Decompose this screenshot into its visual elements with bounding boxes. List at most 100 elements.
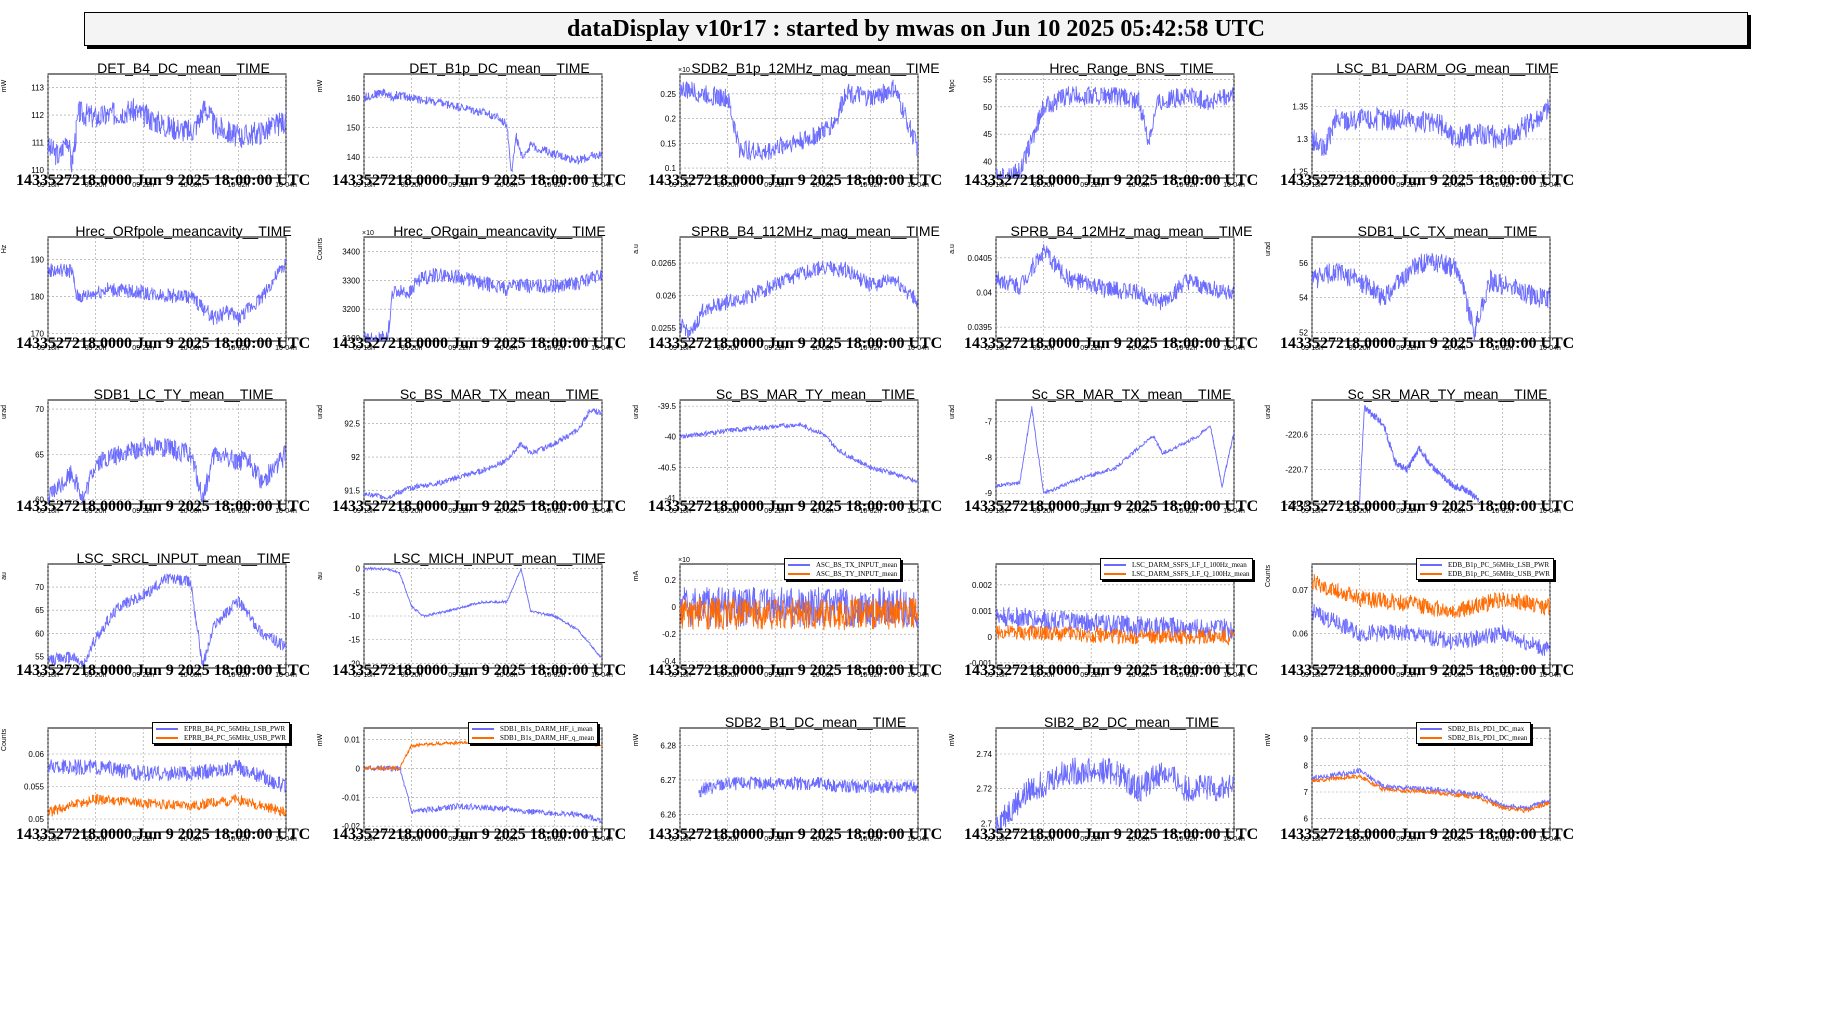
y-tick-label: 3200 <box>342 305 360 314</box>
y-tick-label: 0.01 <box>344 736 360 745</box>
x-tick-label: 09-18h <box>985 182 1007 189</box>
y-axis-label: a.u <box>633 244 640 254</box>
y-tick-label: 0.06 <box>1292 629 1308 638</box>
x-tick-label: 10-04h <box>275 836 297 843</box>
x-tick-label: 09-20h <box>1349 345 1371 352</box>
chart-title: SDB2_B1_DC_mean__TIME <box>724 714 907 730</box>
chart-panel: 09-18h 09-20h 09-22h 10-00h 10-02h 10-04h 91.5… <box>316 326 683 518</box>
chart-svg: 09-18h 09-20h 09-22h 10-00h 10-02h 10-04h 60 65… <box>1 399 297 515</box>
x-tick-label: 09-20h <box>401 345 423 352</box>
x-tick-label: 09-20h <box>717 508 739 515</box>
plot-frame <box>363 563 603 669</box>
legend-swatch <box>1420 736 1442 739</box>
plot-frame <box>995 563 1235 669</box>
x-tick-label: 10-02h <box>228 345 250 352</box>
x-tick-label: 10-04h <box>907 345 929 352</box>
page-title: dataDisplay v10r17 : started by mwas on … <box>84 12 1748 46</box>
x-tick-label: 09-20h <box>1033 508 1055 515</box>
plot-frame <box>47 399 287 505</box>
y-tick-label: 0.07 <box>1292 586 1308 595</box>
y-tick-label: 0.1 <box>665 164 677 173</box>
x-tick-label: 09-20h <box>1349 182 1371 189</box>
legend-label: SDB1_B1s_DARM_HF_q_mean <box>500 733 595 742</box>
chart-footer-timestamp: 1433527218.0000 Jun 9 2025 18:00:00 UTC <box>332 662 627 679</box>
y-tick-label: 1.35 <box>1292 103 1308 112</box>
x-tick-label: 10-02h <box>1176 508 1198 515</box>
chart-footer-timestamp: 1433527218.0000 Jun 9 2025 18:00:00 UTC <box>648 498 943 515</box>
x-tick-label: 10-04h <box>1539 672 1561 679</box>
chart-footer-timestamp: 1433527218.0000 Jun 9 2025 18:00:00 UTC <box>16 172 311 189</box>
x-tick-label: 09-20h <box>1349 508 1371 515</box>
x-tick-label: 09-20h <box>717 182 739 189</box>
chart-svg: 09-18h 09-20h 09-22h 10-00h 10-02h 10-04h 0.06… <box>1265 563 1561 679</box>
x-tick-label: 09-18h <box>1301 345 1323 352</box>
x-tick-label: 09-22h <box>1396 508 1418 515</box>
y-tick-label: 65 <box>35 606 44 615</box>
chart-panel: 09-18h 09-20h 09-22h 10-00h 10-02h 10-04h -0.4… <box>632 490 999 682</box>
x-tick-label: 10-02h <box>228 508 250 515</box>
y-tick-label: -40 <box>664 433 676 442</box>
y-tick-label: 0.0265 <box>652 259 677 268</box>
legend-entry: SDB2_B1s_PD1_DC_max <box>1420 724 1527 733</box>
series-line <box>996 86 1234 178</box>
chart-svg: 09-18h 09-20h 09-22h 10-00h 10-02h 10-04h -0.0… <box>969 563 1245 679</box>
chart-footer-timestamp: 1433527218.0000 Jun 9 2025 18:00:00 UTC <box>648 335 943 352</box>
x-tick-label: 09-20h <box>1349 672 1371 679</box>
chart-panel: 09-18h 09-20h 09-22h 10-00h 10-02h 10-04h 170 1… <box>0 163 367 355</box>
y-axis-label: au <box>1 572 8 580</box>
chart-title: LSC_MICH_INPUT_mean__TIME <box>393 550 606 566</box>
x-tick-label: 10-02h <box>1176 836 1198 843</box>
x-tick-label: 09-20h <box>401 182 423 189</box>
chart-footer-timestamp: 1433527218.0000 Jun 9 2025 18:00:00 UTC <box>16 498 311 515</box>
x-tick-label: 10-04h <box>591 508 613 515</box>
y-tick-label: 92 <box>351 453 360 462</box>
x-tick-label: 10-00h <box>812 345 834 352</box>
y-tick-label: 0.06 <box>28 750 44 759</box>
legend-label: SDB2_B1s_PD1_DC_mean <box>1448 733 1528 742</box>
series-line <box>364 566 602 659</box>
y-axis-label: au <box>317 572 324 580</box>
series-line <box>1312 773 1550 814</box>
x-tick-label: 10-00h <box>180 508 202 515</box>
y-tick-label: 8 <box>1304 761 1309 770</box>
x-tick-label: 09-22h <box>764 182 786 189</box>
chart-panel: 09-18h 09-20h 09-22h 10-00h 10-02h 10-04h 0.03… <box>948 163 1315 355</box>
series-line <box>1312 603 1550 656</box>
y-axis-label: urad <box>949 405 956 419</box>
y-tick-label: 0.055 <box>24 783 45 792</box>
x-tick-label: 10-00h <box>180 836 202 843</box>
chart-title: LSC_B1_DARM_OG_mean__TIME <box>1336 60 1559 76</box>
x-tick-label: 10-00h <box>1128 672 1150 679</box>
y-tick-label: 0 <box>988 633 993 642</box>
x-tick-label: 09-18h <box>1301 672 1323 679</box>
x-tick-label: 09-22h <box>132 345 154 352</box>
legend-label: ASC_BS_TX_INPUT_mean <box>816 560 898 569</box>
x-tick-label: 10-02h <box>1492 672 1514 679</box>
y-axis-label: urad <box>1265 405 1272 419</box>
x-tick-label: 09-22h <box>1080 182 1102 189</box>
chart-title: SDB1_LC_TY_mean__TIME <box>93 386 274 402</box>
legend-swatch <box>472 736 494 739</box>
x-tick-label: 10-00h <box>1128 508 1150 515</box>
legend-label: LSC_DARM_SSFS_LF_I_100Hz_mean <box>1132 560 1247 569</box>
chart-title: SPRB_B4_12MHz_mag_mean__TIME <box>1010 223 1253 239</box>
x-tick-label: 10-02h <box>1492 345 1514 352</box>
y-tick-label: -39.5 <box>658 402 677 411</box>
x-tick-label: 10-04h <box>275 345 297 352</box>
y-axis-label: mW <box>317 733 324 746</box>
chart-footer-timestamp: 1433527218.0000 Jun 9 2025 18:00:00 UTC <box>964 172 1259 189</box>
series-line <box>1359 404 1480 504</box>
y-tick-label: 170 <box>31 330 45 339</box>
x-tick-label: 10-02h <box>544 672 566 679</box>
x-tick-label: 10-04h <box>1539 182 1561 189</box>
x-tick-label: 10-04h <box>907 508 929 515</box>
chart-legend: LSC_DARM_SSFS_LF_I_100Hz_mean LSC_DARM_SS… <box>1100 558 1254 580</box>
chart-footer-timestamp: 1433527218.0000 Jun 9 2025 18:00:00 UTC <box>1280 172 1575 189</box>
series-line <box>48 573 286 668</box>
chart-footer-timestamp: 1433527218.0000 Jun 9 2025 18:00:00 UTC <box>16 662 311 679</box>
legend-label: EPRB_B4_PC_56MHz_USB_PWR <box>184 733 286 742</box>
x-tick-label: 10-00h <box>1444 672 1466 679</box>
x-tick-label: 09-20h <box>85 345 107 352</box>
x-tick-label: 09-20h <box>1033 182 1055 189</box>
chart-footer-timestamp: 1433527218.0000 Jun 9 2025 18:00:00 UTC <box>16 826 311 843</box>
